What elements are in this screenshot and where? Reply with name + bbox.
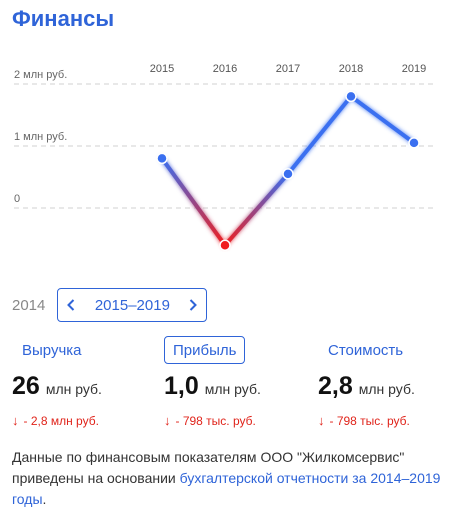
series-line-segment — [223, 171, 290, 248]
data-point-2016[interactable] — [219, 239, 231, 251]
data-point-2018[interactable] — [345, 90, 357, 103]
metric-value-value: 2,8 — [318, 372, 353, 400]
metric-value: 2,8 млн руб. — [318, 372, 415, 401]
tab-profit[interactable]: Прибыль — [164, 336, 246, 364]
delta-revenue: ↓ - 2,8 млн руб. — [12, 413, 99, 428]
period-selector: 2014 2015–2019 — [12, 288, 208, 322]
metric-profit-unit: млн руб. — [204, 381, 261, 397]
delta-value: ↓ - 798 тыс. руб. — [318, 413, 410, 428]
arrow-down-icon: ↓ — [164, 413, 171, 428]
tab-revenue[interactable]: Выручка — [22, 341, 82, 359]
source-report-link[interactable]: бухгалтерской отчетности за 2014–2019 го… — [12, 470, 441, 507]
source-note: Данные по финансовым показателям ООО "Жи… — [12, 447, 442, 510]
metric-profit: 1,0 млн руб. — [164, 372, 261, 401]
period-range-box: 2015–2019 — [57, 288, 208, 322]
series-line-segment — [349, 94, 416, 145]
page-title: Финансы — [12, 6, 115, 31]
delta-revenue-text: - 2,8 млн руб. — [23, 413, 99, 428]
delta-value-text: - 798 тыс. руб. — [329, 413, 410, 428]
x-tick-label: 2016 — [213, 63, 237, 75]
period-range-label: 2015–2019 — [94, 296, 170, 314]
y-tick-label: 2 млн руб. — [14, 69, 67, 81]
y-tick-label: 0 — [14, 193, 20, 205]
chevron-left-icon[interactable] — [64, 298, 78, 312]
series-line-segment — [286, 94, 353, 176]
chevron-right-icon[interactable] — [186, 298, 200, 312]
tab-value[interactable]: Стоимость — [328, 341, 404, 359]
x-tick-label: 2017 — [276, 63, 300, 75]
previous-year-link[interactable]: 2014 — [12, 296, 46, 314]
y-tick-label: 1 млн руб. — [14, 131, 67, 143]
data-point-2015[interactable] — [156, 152, 168, 165]
source-note-text: Данные по финансовым показателям ООО "Жи… — [12, 449, 405, 486]
data-point-2019[interactable] — [408, 137, 420, 149]
data-point-2017[interactable] — [282, 168, 294, 180]
series-line-segment — [160, 156, 227, 248]
metric-revenue: 26 млн руб. — [12, 372, 102, 401]
source-note-tail: . — [42, 491, 47, 507]
arrow-down-icon: ↓ — [318, 413, 325, 428]
x-tick-label: 2015 — [150, 63, 174, 75]
arrow-down-icon: ↓ — [12, 413, 19, 428]
metric-value-unit: млн руб. — [358, 381, 415, 397]
delta-profit: ↓ - 798 тыс. руб. — [164, 413, 256, 428]
x-tick-label: 2019 — [402, 63, 426, 75]
delta-profit-text: - 798 тыс. руб. — [175, 413, 256, 428]
finance-chart: 2 млн руб. 1 млн руб. 0 2015 2016 2017 2018 20… — [14, 63, 436, 251]
metric-profit-value: 1,0 — [164, 372, 199, 400]
metric-revenue-unit: млн руб. — [45, 381, 102, 397]
x-tick-label: 2018 — [339, 63, 363, 75]
metric-revenue-value: 26 — [12, 372, 40, 400]
